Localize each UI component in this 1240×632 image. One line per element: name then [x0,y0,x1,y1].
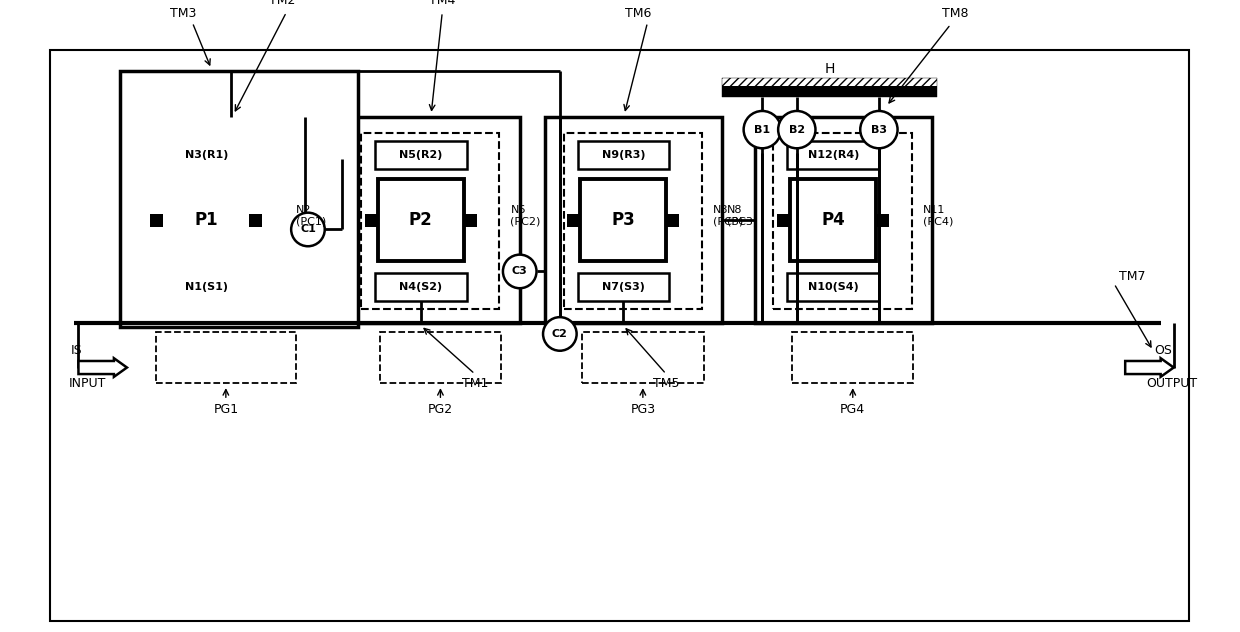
Bar [249,214,262,227]
Bar [150,214,164,227]
Text: P3: P3 [611,211,635,229]
Bar [568,214,580,227]
Bar [580,179,666,261]
Bar [877,214,889,227]
Text: B3: B3 [870,125,887,135]
Text: C1: C1 [300,224,316,234]
Bar [365,214,378,227]
Text: N7(S3): N7(S3) [601,283,645,292]
Text: PG1: PG1 [213,403,238,416]
Bar [722,78,936,97]
FancyArrow shape [78,358,126,377]
Text: N6
(PC2): N6 (PC2) [511,205,541,226]
Bar [128,118,305,323]
Text: P2: P2 [409,211,433,229]
Text: P1: P1 [195,211,218,229]
Bar [379,332,501,384]
Bar [787,141,879,169]
Bar [578,141,670,169]
Bar [774,133,911,309]
Text: IS: IS [71,344,83,357]
Bar [563,133,702,309]
Text: C3: C3 [512,267,527,276]
Text: INPUT: INPUT [69,377,107,390]
Bar [342,118,520,323]
Text: TM1: TM1 [461,377,489,390]
Bar [376,141,466,169]
Text: PG3: PG3 [630,403,656,416]
Text: TM4: TM4 [429,0,455,8]
FancyArrow shape [1125,358,1174,377]
Bar [464,214,477,227]
Text: N8
(PC3): N8 (PC3) [727,205,758,226]
Bar [666,214,680,227]
Text: TM2: TM2 [269,0,295,8]
Circle shape [543,317,577,351]
Text: N3(R1): N3(R1) [185,150,228,160]
Bar [120,71,358,327]
Bar [722,86,936,97]
Bar [544,118,722,323]
Text: OS: OS [1154,344,1172,357]
Text: TM8: TM8 [942,6,968,20]
Circle shape [744,111,781,149]
Text: B2: B2 [789,125,805,135]
Bar [755,118,932,323]
Text: N8
(PC3): N8 (PC3) [713,205,743,226]
Text: H: H [825,62,835,76]
Text: N10(S4): N10(S4) [807,283,858,292]
Bar [583,332,703,384]
Circle shape [861,111,898,149]
Text: P4: P4 [821,211,846,229]
Bar [790,179,877,261]
Bar [160,273,252,301]
Bar [361,133,500,309]
Text: N11
(PC4): N11 (PC4) [923,205,954,226]
Bar [787,273,879,301]
Bar [777,214,790,227]
Circle shape [779,111,816,149]
Text: OUTPUT: OUTPUT [1146,377,1198,390]
Bar [156,332,296,384]
Text: N12(R4): N12(R4) [807,150,859,160]
Text: N5(R2): N5(R2) [399,150,443,160]
Text: TM6: TM6 [625,6,651,20]
Text: N1(S1): N1(S1) [185,283,228,292]
Text: TM7: TM7 [1118,270,1146,283]
Text: PG2: PG2 [428,403,453,416]
Text: N2
(PC1): N2 (PC1) [296,205,326,226]
Text: N4(S2): N4(S2) [399,283,443,292]
Circle shape [291,212,325,246]
Text: TM3: TM3 [170,6,196,20]
Bar [378,179,464,261]
Bar [792,332,914,384]
Circle shape [503,255,537,288]
Text: PG4: PG4 [841,403,866,416]
Bar [578,273,670,301]
Bar [160,141,252,169]
Bar [146,133,285,309]
Text: TM5: TM5 [653,377,680,390]
Text: C2: C2 [552,329,568,339]
Text: N9(R3): N9(R3) [601,150,645,160]
Bar [376,273,466,301]
Text: B1: B1 [754,125,770,135]
Bar [164,179,249,261]
